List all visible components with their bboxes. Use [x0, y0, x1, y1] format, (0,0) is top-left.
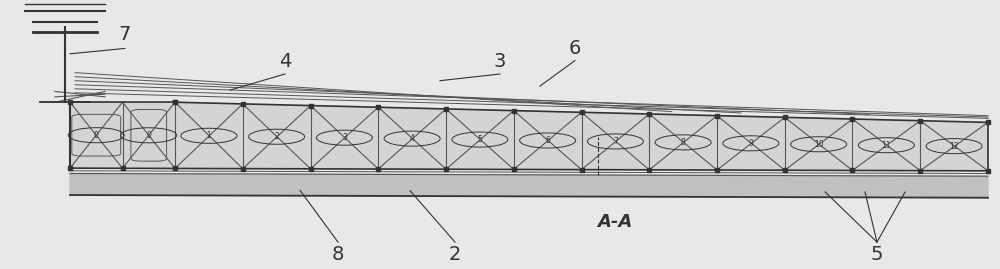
Text: A-A: A-A: [597, 213, 633, 231]
Text: 12: 12: [949, 142, 959, 151]
Text: 0: 0: [146, 131, 151, 140]
Text: 7: 7: [119, 26, 131, 44]
Text: 4: 4: [279, 52, 291, 71]
Text: 5: 5: [871, 245, 883, 264]
Text: 7: 7: [613, 137, 618, 146]
Text: 9: 9: [748, 139, 753, 148]
Text: 0: 0: [94, 131, 99, 140]
Text: 3: 3: [342, 133, 347, 142]
Text: 8: 8: [681, 138, 686, 147]
Text: 6: 6: [569, 39, 581, 58]
Text: 1: 1: [206, 131, 211, 140]
Text: 11: 11: [882, 141, 891, 150]
Text: 6: 6: [545, 136, 550, 145]
Text: 10: 10: [814, 140, 823, 149]
Text: 3: 3: [494, 52, 506, 71]
Text: 8: 8: [332, 245, 344, 264]
Text: 2: 2: [449, 245, 461, 264]
Polygon shape: [175, 102, 988, 171]
Text: 2: 2: [274, 132, 279, 141]
Polygon shape: [70, 102, 175, 168]
Text: 4: 4: [410, 134, 415, 143]
Text: 5: 5: [477, 135, 482, 144]
Polygon shape: [70, 174, 988, 198]
